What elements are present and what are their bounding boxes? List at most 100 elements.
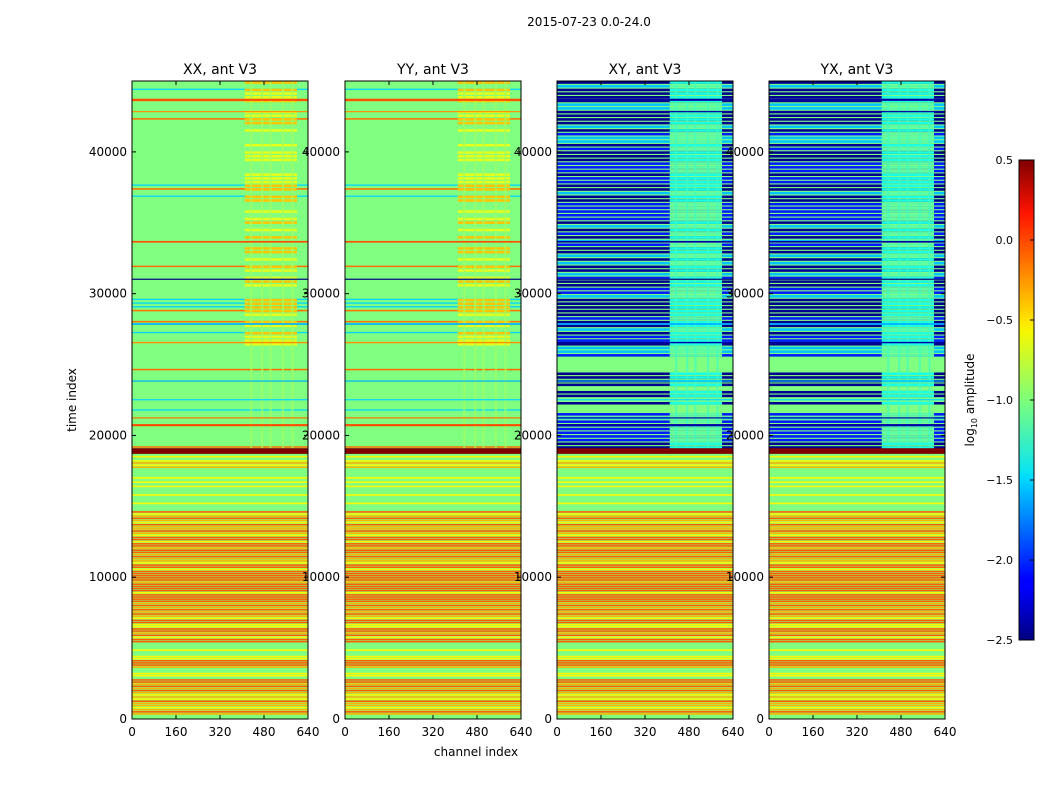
- heatmap-row: [769, 540, 945, 543]
- heatmap-row: [345, 515, 521, 517]
- heatmap-row: [557, 536, 733, 539]
- heatmap-row: [345, 455, 521, 458]
- heatmap-streak: [928, 81, 931, 450]
- heatmap-row: [769, 698, 945, 700]
- heatmap-row: [557, 324, 733, 328]
- heatmap-row: [345, 502, 521, 505]
- heatmap-row: [557, 666, 733, 668]
- heatmap-row: [345, 706, 521, 709]
- x-tick-label: 320: [209, 725, 232, 739]
- heatmap-row: [769, 687, 945, 690]
- heatmap-row: [345, 302, 521, 304]
- heatmap-row: [345, 574, 521, 577]
- heatmap-row: [557, 346, 733, 350]
- heatmap-row: [345, 664, 521, 666]
- heatmap-row: [769, 683, 945, 685]
- heatmap-row: [345, 700, 521, 702]
- heatmap-row: [769, 634, 945, 637]
- heatmap-row: [769, 532, 945, 534]
- heatmap-row: [557, 125, 733, 129]
- heatmap-row: [345, 587, 521, 590]
- colorbar-tick-label: 0.5: [996, 154, 1014, 167]
- heatmap-row: [769, 615, 945, 617]
- heatmap-row: [132, 685, 308, 688]
- heatmap-row: [557, 276, 733, 280]
- colorbar: −2.5 −2.0 −1.5 −1.0 −0.5 0.0 0.5 log10 amplitu…: [963, 154, 1035, 647]
- heatmap-row: [557, 611, 733, 613]
- heatmap-row: [345, 698, 521, 700]
- heatmap-row: [345, 634, 521, 637]
- heatmap-row: [557, 166, 733, 169]
- heatmap-row: [345, 534, 521, 537]
- heatmap-row: [557, 401, 733, 405]
- heatmap-row: [769, 401, 945, 405]
- heatmap-row: [769, 306, 945, 309]
- heatmap-row: [132, 265, 308, 268]
- heatmap-row: [557, 574, 733, 577]
- heatmap-row: [557, 155, 733, 158]
- heatmap-row: [345, 606, 521, 609]
- heatmap-row: [557, 466, 733, 469]
- heatmap-row: [769, 689, 945, 692]
- heatmap-row: [769, 199, 945, 202]
- heatmap-row: [557, 679, 733, 681]
- heatmap-row: [132, 704, 308, 707]
- heatmap-row: [345, 632, 521, 634]
- x-axis-label: channel index: [434, 745, 518, 759]
- heatmap-row: [132, 666, 308, 668]
- heatmap-row: [769, 140, 945, 143]
- heatmap-row: [557, 694, 733, 696]
- heatmap-row: [769, 696, 945, 698]
- heatmap-row: [557, 662, 733, 664]
- heatmap-band: [769, 278, 945, 280]
- heatmap-row: [557, 427, 733, 431]
- heatmap-row: [769, 143, 945, 147]
- heatmap-row: [557, 88, 733, 92]
- y-tick-label: 20000: [302, 428, 340, 442]
- heatmap-row: [769, 202, 945, 206]
- heatmap-row: [345, 598, 521, 600]
- heatmap-band: [132, 417, 308, 419]
- heatmap-row: [769, 608, 945, 611]
- heatmap-streak: [269, 81, 272, 450]
- heatmap-row: [132, 598, 308, 600]
- heatmap-row: [345, 368, 521, 371]
- heatmap-band: [557, 278, 733, 280]
- heatmap-row: [345, 713, 521, 715]
- heatmap-row: [345, 562, 521, 564]
- heatmap-row: [769, 602, 945, 605]
- heatmap-row: [769, 700, 945, 702]
- heatmap-row: [345, 583, 521, 586]
- heatmap-row: [557, 335, 733, 339]
- heatmap-row: [132, 306, 308, 308]
- heatmap-row: [132, 513, 308, 515]
- heatmap-row: [132, 577, 308, 579]
- heatmap-row: [769, 173, 945, 176]
- heatmap-row: [557, 188, 733, 191]
- heatmap-row: [769, 702, 945, 705]
- heatmap-row: [769, 188, 945, 191]
- heatmap-row: [132, 696, 308, 698]
- heatmap-row: [557, 672, 733, 675]
- heatmap-row: [557, 302, 733, 306]
- heatmap-row: [769, 502, 945, 505]
- heatmap-row: [557, 713, 733, 715]
- heatmap-row: [769, 114, 945, 118]
- heatmap-row: [345, 188, 521, 190]
- heatmap-row: [132, 638, 308, 641]
- heatmap-row: [557, 169, 733, 173]
- heatmap-row: [557, 328, 733, 331]
- heatmap-row: [769, 708, 945, 711]
- heatmap-row: [557, 596, 733, 598]
- heatmap-row: [769, 84, 945, 88]
- heatmap-band: [345, 240, 521, 243]
- heatmap-row: [345, 446, 521, 448]
- heatmap-row: [769, 649, 945, 651]
- heatmap-row: [769, 632, 945, 634]
- heatmap-row: [557, 265, 733, 269]
- heatmap-row: [132, 694, 308, 696]
- x-tick-label: 480: [678, 725, 701, 739]
- heatmap-row: [557, 564, 733, 566]
- heatmap-row: [557, 528, 733, 530]
- y-tick-label: 10000: [302, 570, 340, 584]
